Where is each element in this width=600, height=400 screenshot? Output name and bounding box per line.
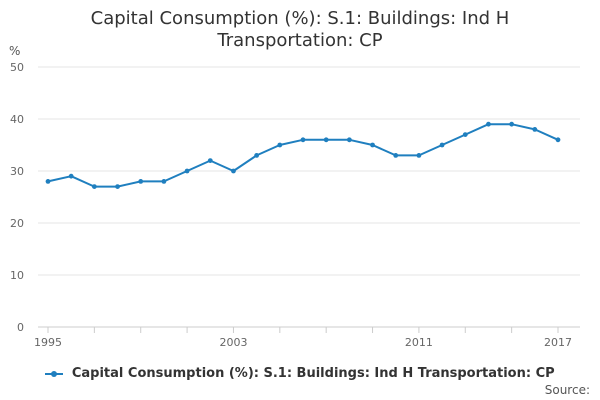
series-layer [45, 121, 561, 190]
data-point-2006 [300, 137, 306, 143]
series-line-0 [47, 123, 559, 188]
legend-line-marker-icon [45, 369, 64, 379]
y-axis-unit-label: % [9, 44, 21, 58]
chart-title: Capital Consumption (%): S.1: Buildings:… [0, 8, 600, 52]
y-tick-label-20: 20 [10, 217, 24, 230]
x-tick-label-1995: 1995 [34, 336, 62, 349]
data-point-2015 [509, 121, 515, 127]
y-tick-label-50: 50 [10, 61, 24, 74]
legend-label: Capital Consumption (%): S.1: Buildings:… [71, 366, 555, 381]
chart-title-line-1: Capital Consumption (%): S.1: Buildings:… [90, 8, 510, 29]
data-point-2010 [393, 153, 399, 158]
data-point-2013 [462, 132, 468, 138]
x-tick-label-2003: 2003 [219, 336, 247, 349]
data-point-2004 [254, 153, 260, 158]
data-point-2002 [207, 158, 213, 164]
y-tick-label-30: 30 [10, 165, 24, 178]
chart-title-line-2: Transportation: CP [217, 30, 383, 51]
data-point-2003 [231, 168, 236, 174]
legend[interactable]: Capital Consumption (%): S.1: Buildings:… [0, 366, 600, 381]
data-point-2001 [184, 168, 190, 174]
data-point-2016 [532, 126, 538, 132]
y-tick-label-10: 10 [10, 269, 24, 282]
data-point-2009 [370, 142, 375, 148]
x-tick-label-2017: 2017 [544, 336, 572, 349]
data-point-1996 [68, 173, 74, 179]
x-tick-label-2011: 2011 [405, 336, 433, 349]
data-point-1995 [45, 179, 51, 184]
data-point-2014 [486, 121, 491, 127]
data-point-2008 [346, 137, 352, 143]
data-point-1998 [115, 184, 120, 190]
data-point-2012 [439, 142, 445, 148]
data-point-2005 [277, 142, 283, 148]
data-point-1997 [91, 184, 97, 190]
data-point-2011 [416, 153, 422, 158]
source-label[interactable]: Source: [544, 383, 590, 397]
axis-layer: 0 10 20 30 40 50 1995 2003 2011 2017 [10, 61, 580, 349]
y-tick-label-40: 40 [10, 113, 24, 126]
data-point-2007 [323, 137, 329, 143]
grid-layer [38, 66, 580, 276]
data-point-1999 [138, 179, 144, 184]
data-point-2000 [161, 179, 167, 184]
y-tick-label-0: 0 [17, 321, 24, 334]
data-point-2017 [555, 137, 561, 143]
